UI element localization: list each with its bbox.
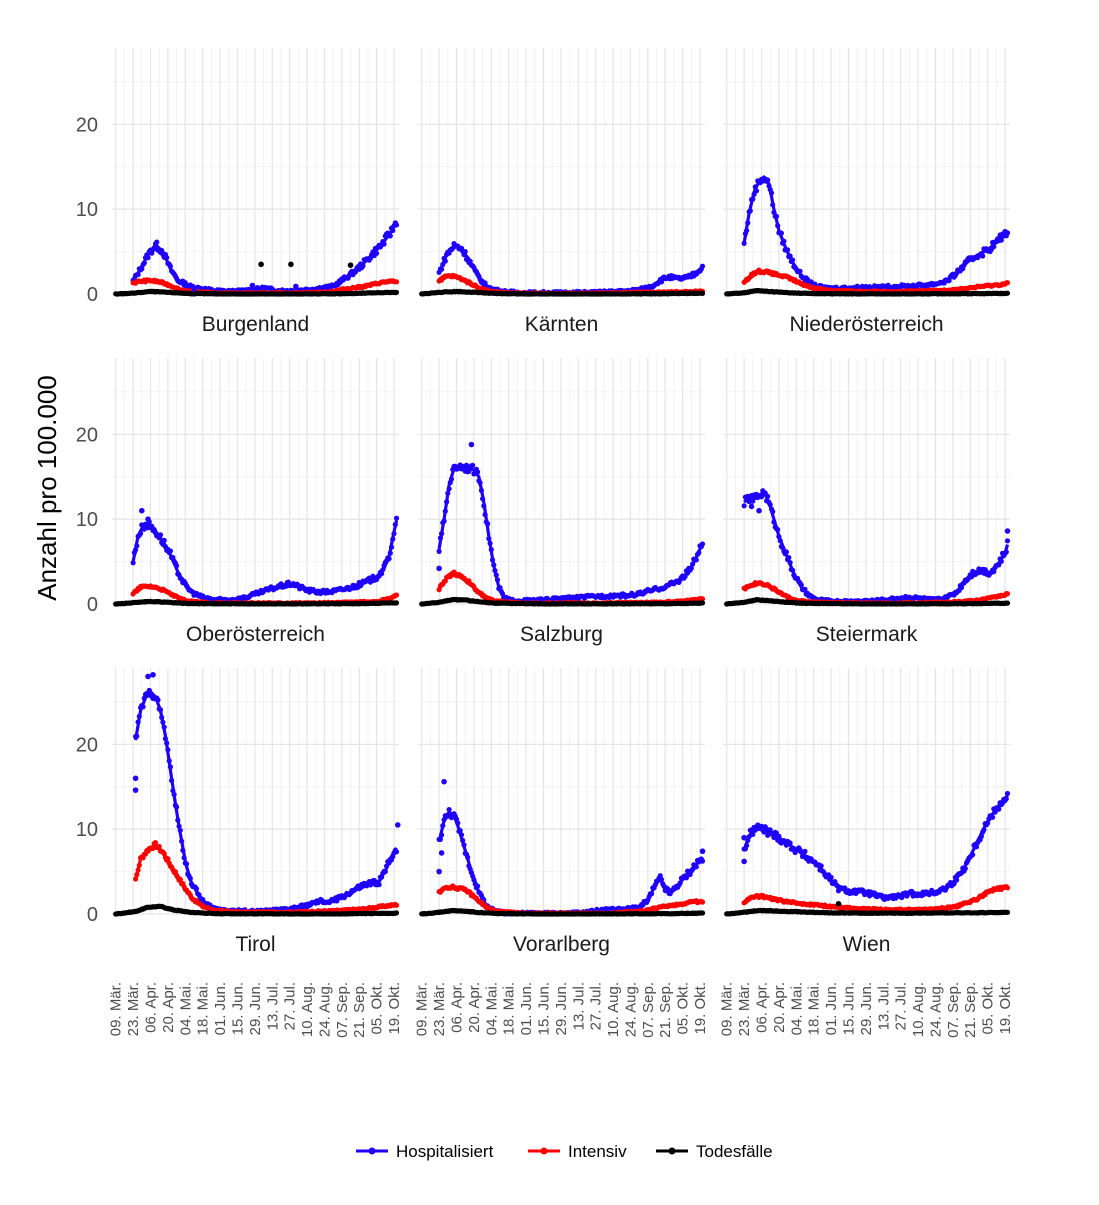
facet-label: Salzburg: [520, 623, 603, 646]
trend-line: [133, 221, 396, 292]
data-point: [394, 516, 399, 521]
x-tick-label: 01. Jun.: [212, 982, 229, 1035]
x-tick-label: 15. Jun.: [230, 982, 247, 1035]
outlier-point: [191, 286, 197, 292]
x-tick-label: 05. Okt.: [369, 982, 386, 1035]
x-tick-label: 29. Jun.: [247, 982, 264, 1035]
y-axis-title: Anzahl pro 100.000: [32, 375, 62, 601]
outlier-point: [756, 508, 762, 514]
x-tick-label: 23. Mär.: [125, 982, 142, 1036]
outlier-point: [293, 284, 299, 290]
outlier-point: [288, 262, 294, 268]
trend-line: [136, 844, 397, 912]
outlier-point: [150, 672, 156, 678]
panel-steiermark: Steiermark: [723, 358, 1010, 646]
outlier-point: [145, 674, 151, 680]
x-tick-label: 19. Okt.: [386, 982, 403, 1035]
data-point: [437, 549, 442, 554]
trend-line: [744, 492, 1007, 602]
y-tick-label: 0: [87, 594, 98, 616]
outlier-point: [1005, 528, 1011, 534]
x-tick-label: 18. Mai.: [195, 982, 212, 1035]
y-tick-label: 20: [76, 114, 98, 136]
y-tick-label: 20: [76, 424, 98, 446]
x-tick-label: 13. Jul.: [264, 982, 281, 1030]
x-tick-label: 27. Jul.: [282, 982, 299, 1030]
outlier-point: [133, 787, 139, 793]
x-tick-label: 07. Sep.: [334, 982, 351, 1038]
trend-line: [136, 692, 397, 912]
x-tick-label: 10. Aug.: [299, 982, 316, 1037]
panel-salzburg: Salzburg: [418, 358, 705, 646]
x-tick-label: 06. Apr.: [143, 982, 160, 1033]
data-point: [1005, 538, 1010, 543]
y-tick-label: 20: [76, 734, 98, 756]
x-tick-label: 24. Aug.: [317, 982, 334, 1037]
x-tick-label: 09. Mär.: [108, 982, 125, 1036]
panel-niederösterreich: Niederösterreich: [723, 48, 1010, 336]
panel-tirol: 0 10 20 Tirol 09. Mär.23. Mär.06. Apr.20. Ap…: [76, 668, 403, 1038]
x-tick-label: 21. Sep.: [351, 982, 368, 1038]
panel-kärnten: Kärnten: [418, 48, 705, 336]
outlier-point: [749, 504, 755, 510]
y-tick-label: 10: [76, 509, 98, 531]
outlier-point: [469, 442, 475, 448]
facet-label: Oberösterreich: [186, 623, 325, 646]
outlier-point: [133, 775, 139, 781]
facet-label: Tirol: [235, 933, 275, 956]
outlier-point: [250, 283, 256, 289]
outlier-point: [395, 822, 401, 828]
x-tick-label: 04. Mai.: [177, 982, 194, 1035]
data-point: [470, 463, 475, 468]
panel-oberösterreich: 0 10 20 Oberösterreich: [76, 358, 399, 646]
trend-line: [439, 466, 702, 601]
y-tick-label: 0: [87, 284, 98, 306]
x-tick-label: 20. Apr.: [160, 982, 177, 1033]
facet-label: Steiermark: [816, 623, 918, 646]
outlier-point: [436, 566, 442, 572]
outlier-point: [145, 516, 151, 522]
panel-burgenland: 0 10 20 Burgenland: [76, 48, 399, 336]
data-point: [742, 503, 747, 508]
y-tick-label: 0: [87, 904, 98, 926]
facet-label: Kärnten: [525, 313, 599, 336]
facet-label: Niederösterreich: [789, 313, 943, 336]
outlier-point: [139, 508, 145, 514]
outlier-point: [258, 262, 264, 268]
facet-label: Burgenland: [202, 313, 309, 336]
outlier-point: [348, 262, 354, 268]
y-tick-label: 10: [76, 199, 98, 221]
y-tick-label: 10: [76, 819, 98, 841]
